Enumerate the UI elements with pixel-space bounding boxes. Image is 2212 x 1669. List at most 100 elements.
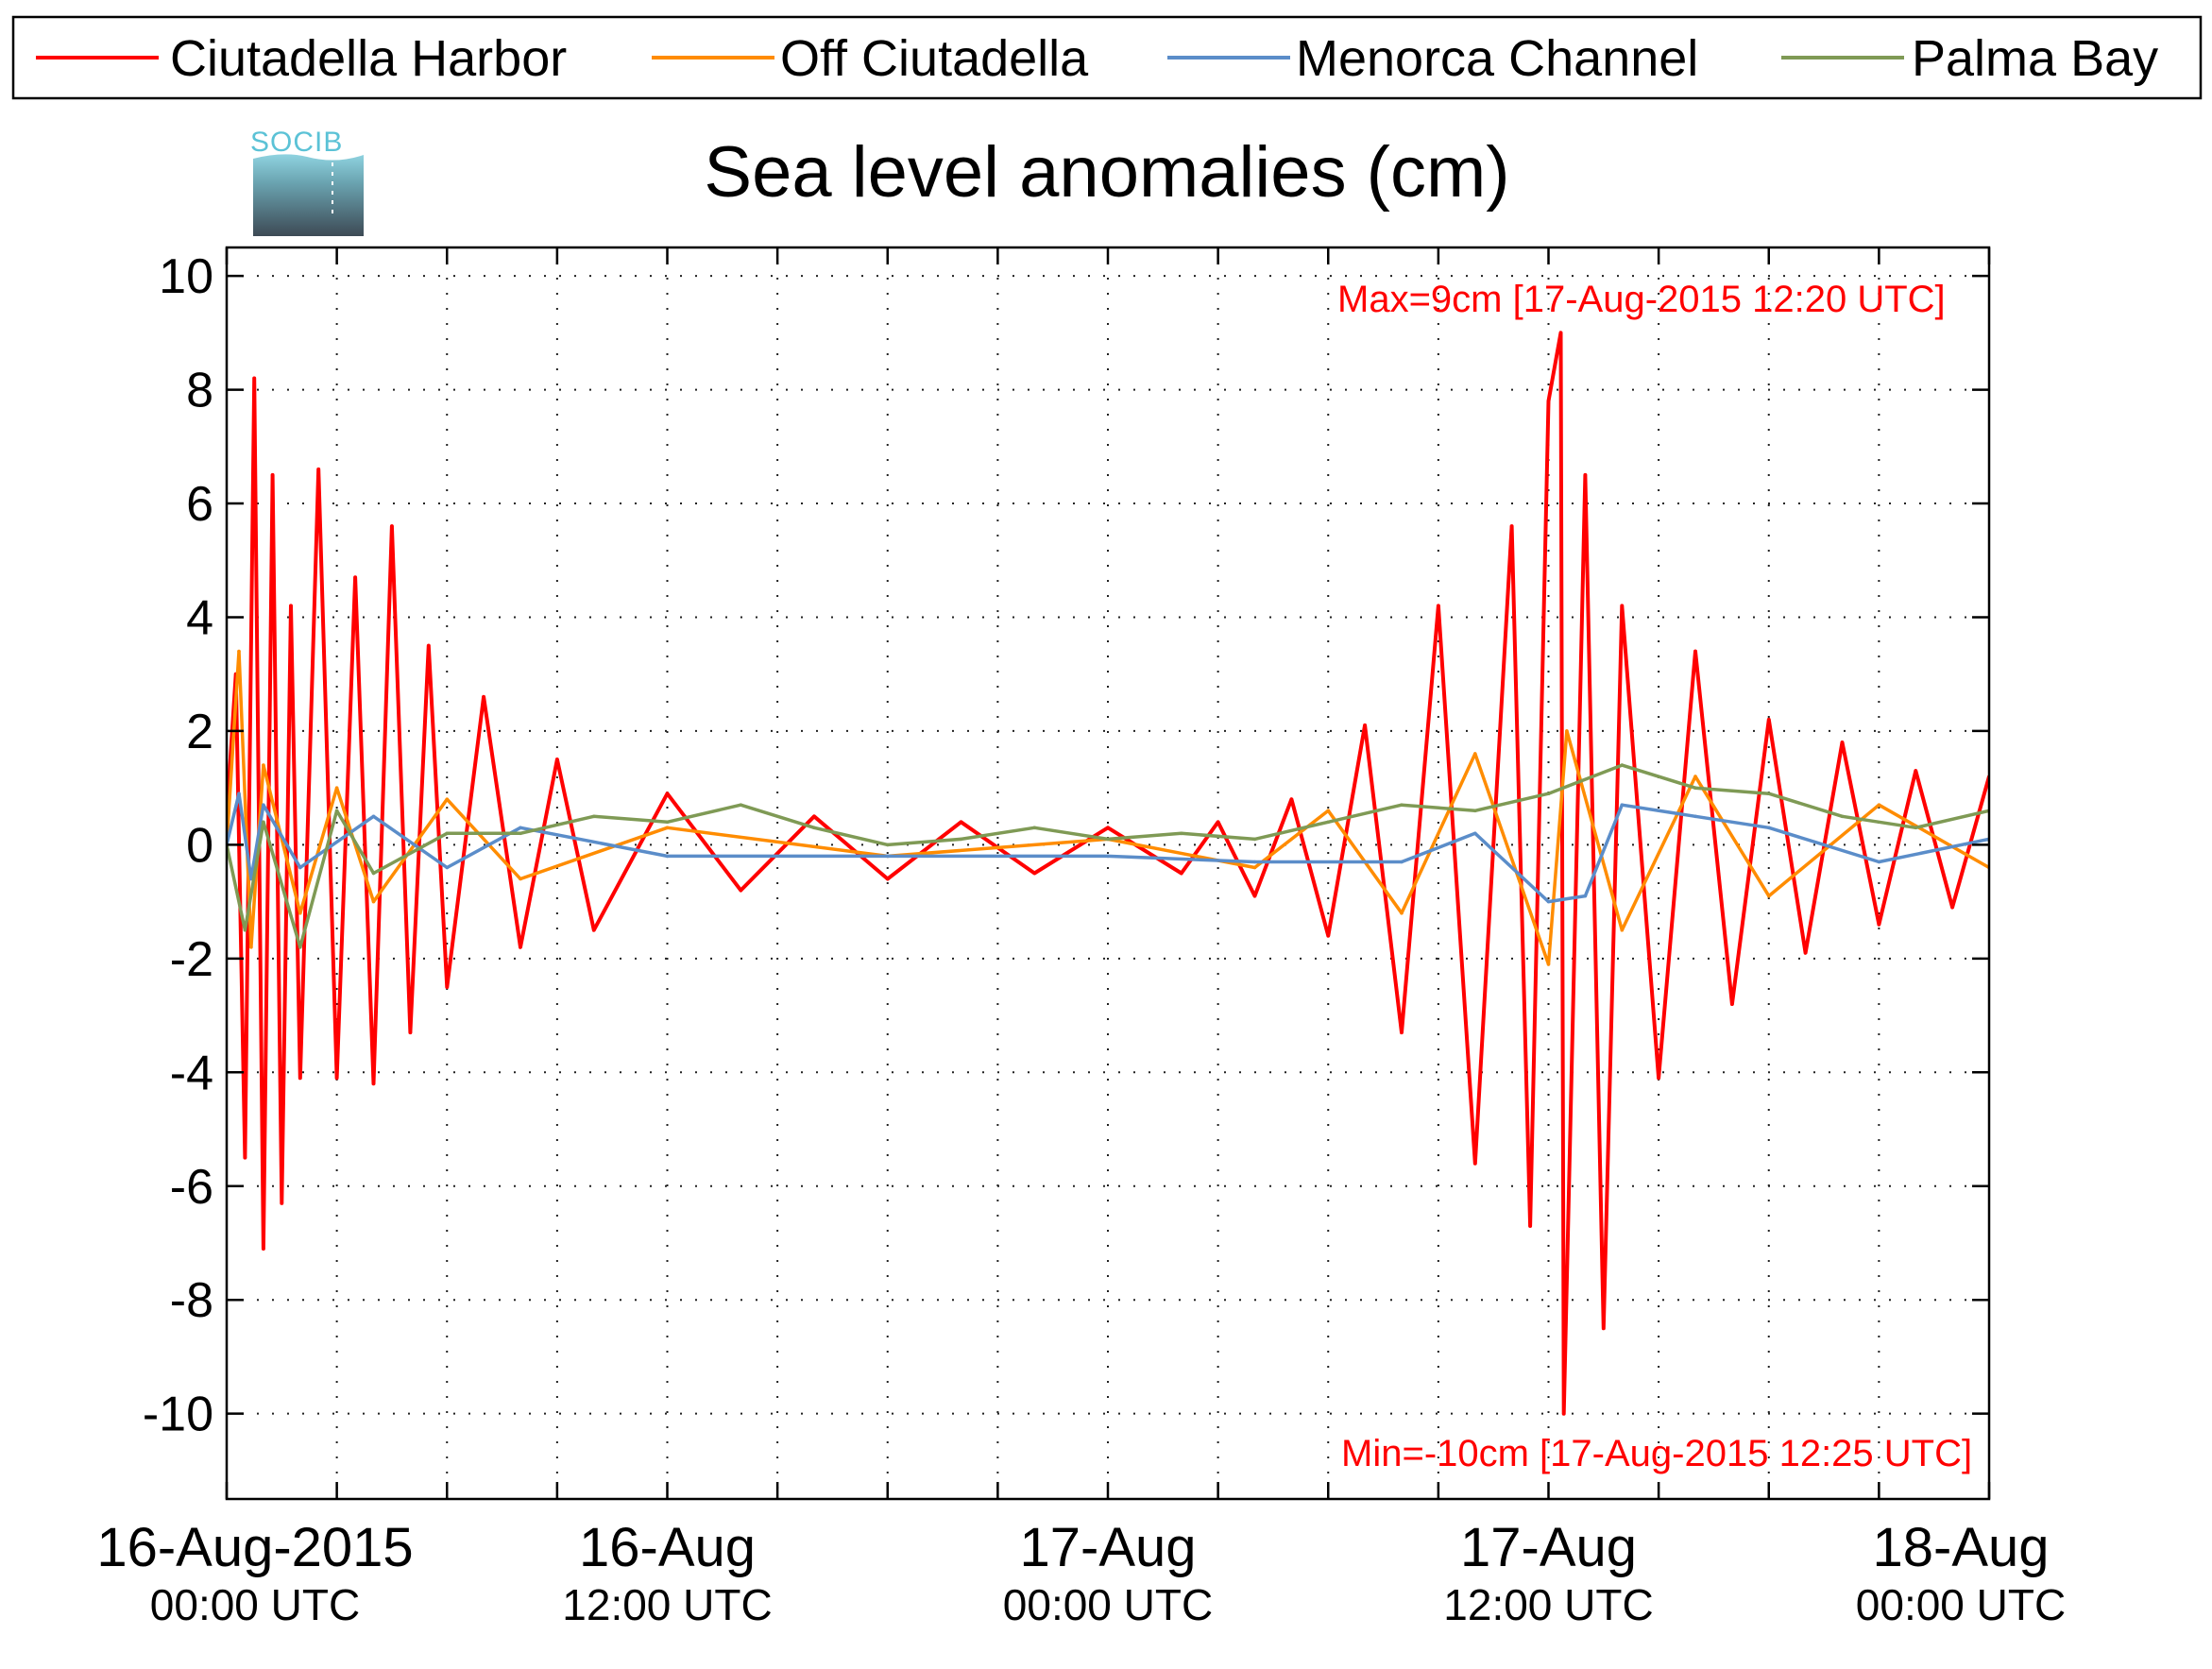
- data-point: [1473, 809, 1477, 813]
- y-tick-label: 10: [159, 249, 213, 304]
- data-point: [270, 473, 275, 477]
- data-point: [1602, 1326, 1606, 1331]
- data-point: [1767, 894, 1771, 898]
- data-point: [1561, 1411, 1566, 1416]
- data-point: [1528, 1224, 1532, 1228]
- data-point: [237, 792, 241, 795]
- data-point: [1437, 604, 1440, 608]
- data-point: [665, 792, 670, 795]
- data-point: [1914, 769, 1918, 773]
- x-tick-label: 17-Aug: [1460, 1517, 1637, 1578]
- data-point: [519, 877, 522, 881]
- data-point: [1803, 951, 1808, 955]
- data-point: [1252, 865, 1257, 870]
- data-point: [249, 945, 253, 949]
- data-point: [445, 985, 450, 989]
- data-point: [1583, 894, 1588, 898]
- data-point: [445, 797, 450, 801]
- y-tick-label: -10: [143, 1388, 213, 1442]
- data-point: [1693, 814, 1697, 819]
- x-tick-label: 17-Aug: [1019, 1517, 1196, 1578]
- data-point: [1106, 854, 1110, 859]
- data-point: [371, 814, 376, 819]
- x-tick-sublabel: 12:00 UTC: [562, 1580, 772, 1629]
- x-tick-sublabel: 00:00 UTC: [150, 1580, 360, 1629]
- data-point: [1546, 399, 1551, 403]
- data-point: [252, 376, 257, 381]
- data-point: [959, 837, 963, 842]
- data-point: [1693, 649, 1697, 654]
- data-point: [519, 826, 522, 830]
- data-point: [1877, 803, 1881, 807]
- data-point: [482, 695, 485, 699]
- data-point: [289, 604, 293, 608]
- data-point: [1400, 860, 1404, 864]
- data-point: [1693, 786, 1697, 790]
- svg-text:SOCIB: SOCIB: [250, 127, 343, 158]
- data-point: [665, 854, 670, 859]
- data-point: [1032, 871, 1037, 876]
- grid: [227, 247, 1989, 1499]
- data-point: [371, 871, 376, 876]
- data-point: [886, 877, 890, 881]
- data-point: [1252, 860, 1257, 864]
- data-point: [1546, 792, 1551, 795]
- data-point: [1767, 826, 1771, 830]
- data-point: [262, 1247, 265, 1251]
- chart-title: Sea level anomalies (cm): [704, 132, 1509, 213]
- data-point: [1558, 331, 1563, 335]
- data-point: [1620, 928, 1625, 932]
- data-point: [243, 928, 247, 932]
- data-point: [519, 831, 522, 836]
- data-point: [1546, 962, 1551, 966]
- data-point: [371, 899, 376, 904]
- min-annotation: Min=-10cm [17-Aug-2015 12:25 UTC]: [1341, 1433, 1972, 1474]
- data-point: [1620, 763, 1625, 767]
- data-point: [1546, 899, 1551, 904]
- data-point: [1840, 741, 1845, 744]
- data-point: [1473, 831, 1477, 836]
- legend: Ciutadella Harbor Off Ciutadella Menorca…: [11, 15, 2203, 100]
- data-point: [1620, 803, 1625, 807]
- legend-label: Palma Bay: [1912, 30, 2158, 87]
- legend-label: Off Ciutadella: [780, 30, 1089, 87]
- data-point: [1400, 803, 1404, 807]
- data-point: [1657, 1076, 1660, 1081]
- data-point: [262, 763, 265, 767]
- data-point: [1326, 933, 1331, 938]
- data-point: [555, 758, 559, 761]
- data-point: [739, 888, 743, 893]
- legend-label: Menorca Channel: [1296, 30, 1698, 87]
- data-point: [1326, 809, 1331, 813]
- x-tick-sublabel: 12:00 UTC: [1443, 1580, 1653, 1629]
- data-point: [298, 1076, 302, 1081]
- y-axis: -10 -8 -6 -4 -2 0 2 4 6 8 10: [143, 249, 1989, 1442]
- max-annotation: Max=9cm [17-Aug-2015 12:20 UTC]: [1337, 279, 1946, 320]
- data-point: [519, 945, 522, 949]
- data-point: [592, 928, 596, 932]
- data-point: [812, 814, 816, 819]
- data-point: [316, 468, 321, 471]
- data-point: [298, 945, 302, 949]
- data-point: [445, 831, 450, 836]
- data-point: [886, 843, 890, 847]
- data-point: [1106, 826, 1110, 830]
- data-point: [1363, 724, 1367, 727]
- legend-label: Ciutadella Harbor: [170, 30, 567, 87]
- series-line-palma-bay: [227, 763, 1989, 949]
- data-point: [1252, 837, 1257, 842]
- x-tick-label: 16-Aug-2015: [96, 1517, 413, 1578]
- data-point: [1400, 911, 1404, 915]
- data-point: [665, 826, 670, 830]
- y-tick-label: -2: [170, 932, 213, 987]
- data-point: [334, 1076, 339, 1081]
- legend-item-ciutadella-harbor: Ciutadella Harbor: [36, 30, 567, 87]
- y-tick-label: 0: [186, 818, 213, 873]
- legend-item-palma-bay: Palma Bay: [1781, 30, 2158, 87]
- x-tick-label: 18-Aug: [1872, 1517, 2049, 1578]
- data-point: [1767, 792, 1771, 795]
- data-point: [1693, 775, 1697, 778]
- data-point: [427, 643, 431, 648]
- x-tick-sublabel: 00:00 UTC: [1856, 1580, 2066, 1629]
